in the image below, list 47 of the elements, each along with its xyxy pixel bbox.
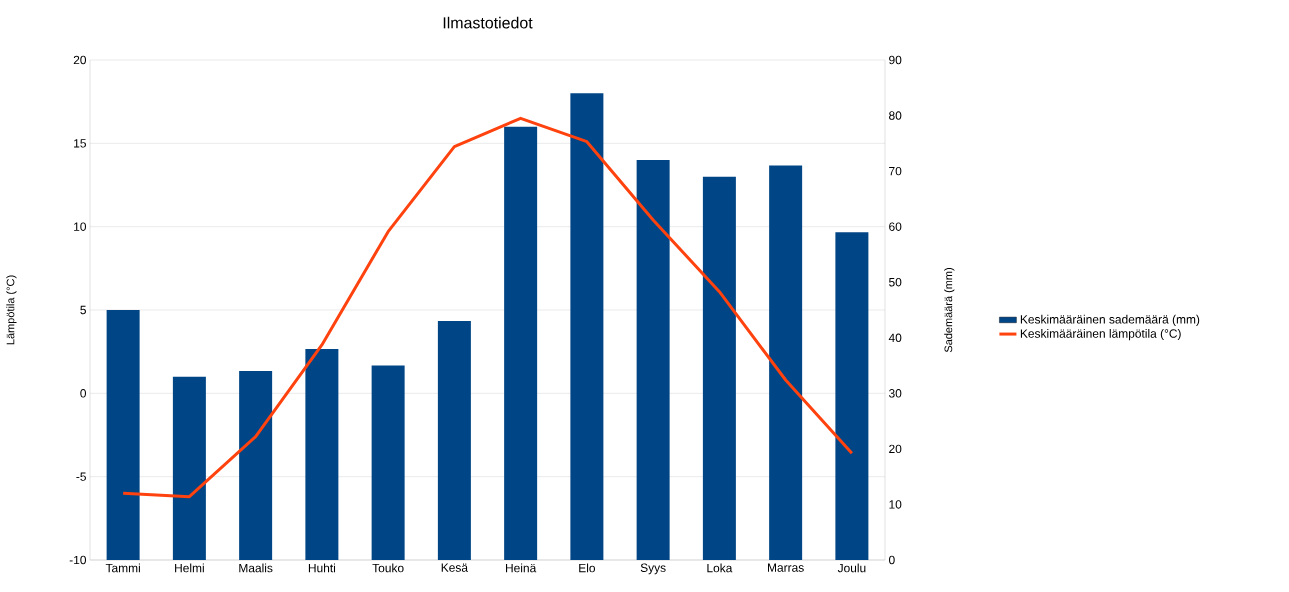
x-tick-label: Loka bbox=[707, 563, 733, 573]
bar bbox=[769, 165, 803, 560]
x-tick-label: Syys bbox=[640, 563, 666, 575]
bar bbox=[371, 365, 405, 560]
y2-tick-label: 90 bbox=[889, 55, 902, 65]
bar bbox=[172, 376, 206, 560]
y-tick-label: 20 bbox=[73, 55, 87, 65]
x-tick-label: Marras bbox=[768, 563, 804, 572]
y-axis-title: Lämpötila (°C) bbox=[6, 275, 17, 345]
y-tick-label: 10 bbox=[74, 222, 87, 231]
legend-label: Keskimääräinen lämpötila (°C) bbox=[1020, 328, 1181, 341]
x-tick-label: Joulu bbox=[837, 563, 866, 573]
y2-axis-title: Sademäärä (mm) bbox=[944, 268, 955, 353]
bar bbox=[636, 160, 670, 560]
x-tick-label: Heinä bbox=[506, 563, 537, 573]
x-tick-label: Tammi bbox=[105, 563, 140, 573]
y-tick-label: 0 bbox=[80, 389, 87, 398]
y2-tick-label: 40 bbox=[888, 333, 902, 342]
y2-tick-label: 0 bbox=[889, 555, 895, 565]
y-tick-label: 5 bbox=[80, 305, 86, 315]
x-tick-label: Elo bbox=[579, 563, 596, 573]
y-tick-label: -10 bbox=[69, 555, 87, 565]
bar bbox=[106, 310, 140, 560]
x-tick-label: Huhti bbox=[308, 563, 336, 573]
y2-tick-label: 10 bbox=[889, 500, 902, 509]
y2-tick-label: 80 bbox=[889, 111, 902, 120]
bar bbox=[305, 348, 339, 560]
bar bbox=[504, 126, 538, 560]
bar bbox=[570, 93, 604, 560]
y-tick-label: 15 bbox=[74, 139, 86, 148]
bar bbox=[702, 176, 736, 560]
x-tick-label: Maalis bbox=[239, 563, 273, 573]
line-series bbox=[121, 116, 854, 499]
x-tick-label: Touko bbox=[372, 563, 404, 573]
y2-tick-label: 50 bbox=[889, 277, 902, 287]
y-tick-label: -5 bbox=[76, 472, 86, 481]
legend-label: Keskimääräinen sademäärä (mm) bbox=[1020, 314, 1200, 326]
bar bbox=[239, 371, 273, 560]
y2-tick-label: 60 bbox=[889, 222, 902, 231]
bar bbox=[835, 232, 869, 560]
x-tick-label: Kesä bbox=[441, 563, 468, 572]
chart-title: Ilmastotiedot bbox=[443, 16, 533, 29]
y2-tick-label: 30 bbox=[888, 389, 902, 398]
x-tick-label: Helmi bbox=[175, 563, 204, 573]
y2-tick-label: 20 bbox=[889, 444, 902, 454]
bar bbox=[437, 321, 471, 560]
y2-tick-label: 70 bbox=[889, 166, 902, 176]
